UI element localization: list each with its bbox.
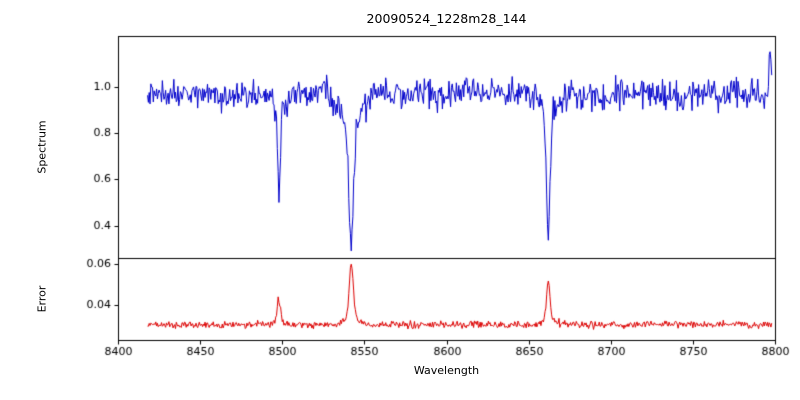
y-axis-label-error: Error: [35, 285, 49, 313]
chart-title: 20090524_1228m28_144: [366, 11, 527, 26]
y-axis-label-spectrum: Spectrum: [35, 120, 49, 174]
x-axis-label-wavelength: Wavelength: [413, 364, 480, 377]
